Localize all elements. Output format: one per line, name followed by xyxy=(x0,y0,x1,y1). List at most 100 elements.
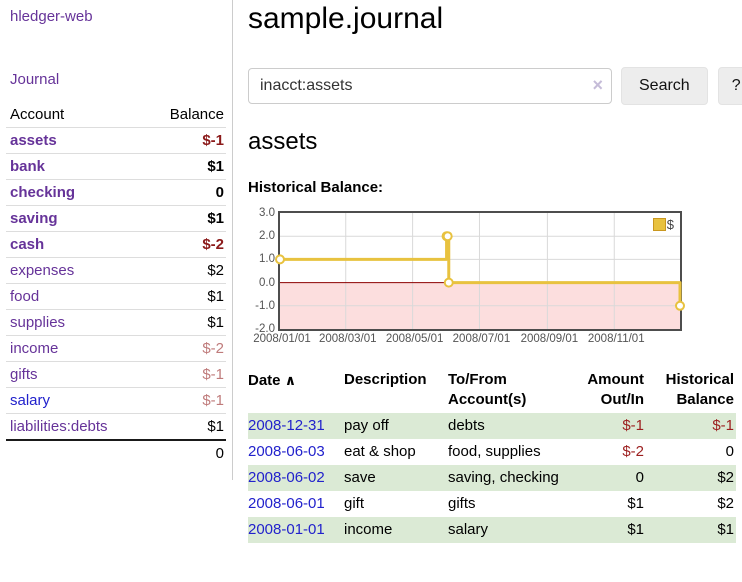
transaction-accounts: food, supplies xyxy=(448,443,541,460)
account-link-gifts[interactable]: gifts xyxy=(10,366,38,383)
balance-chart: 3.0 2.0 1.0 0.0 -1.0 -2.0 $ xyxy=(248,207,742,335)
account-link-expenses[interactable]: expenses xyxy=(10,262,75,279)
accounts-table: Account Balance assets $-1 bank $1 check… xyxy=(6,103,226,466)
account-row-checking: checking 0 xyxy=(6,179,226,206)
chart-title: Historical Balance: xyxy=(248,179,384,196)
clear-search-icon[interactable]: × xyxy=(592,75,603,95)
page: hledger-web Journal Account Balance asse… xyxy=(0,0,742,543)
transaction-date-link[interactable]: 2008-12-31 xyxy=(248,417,325,434)
account-balance: $1 xyxy=(145,309,226,336)
y-tick-label: 2.0 xyxy=(259,230,275,243)
transaction-accounts: debts xyxy=(448,417,485,434)
account-balance: $1 xyxy=(145,283,226,310)
transaction-amount: $-1 xyxy=(622,417,644,434)
accounts-header-account: Account xyxy=(10,106,65,123)
account-balance: $-2 xyxy=(145,231,226,258)
account-row-gifts: gifts $-1 xyxy=(6,361,226,388)
account-row-saving: saving $1 xyxy=(6,205,226,232)
transaction-amount: $-2 xyxy=(622,443,644,460)
account-row-cash: cash $-2 xyxy=(6,231,226,258)
sidebar: hledger-web Journal Account Balance asse… xyxy=(0,0,233,480)
register-header-tofrom: To/From Account(s) xyxy=(448,371,527,408)
transaction-balance: $-1 xyxy=(712,417,734,434)
register-header-amount: Amount Out/In xyxy=(587,371,644,408)
account-balance: $1 xyxy=(145,413,226,440)
accounts-header-balance: Balance xyxy=(169,106,224,123)
y-tick-label: 0.0 xyxy=(259,276,275,289)
page-title: sample.journal xyxy=(248,2,444,35)
transaction-balance: 0 xyxy=(725,443,734,460)
chart-y-axis: 3.0 2.0 1.0 0.0 -1.0 -2.0 xyxy=(248,207,278,335)
account-link-saving[interactable]: saving xyxy=(10,210,58,227)
account-row-liabilities-debts: liabilities:debts $1 xyxy=(6,413,226,440)
accounts-header-row: Account Balance xyxy=(6,103,226,128)
y-tick-label: 1.0 xyxy=(259,253,275,266)
account-link-supplies[interactable]: supplies xyxy=(10,314,66,331)
account-link-food[interactable]: food xyxy=(10,288,40,305)
transaction-date-link[interactable]: 2008-06-01 xyxy=(248,495,325,512)
account-balance: 0 xyxy=(145,179,226,206)
transaction-date-link[interactable]: 2008-01-01 xyxy=(248,521,325,538)
account-balance: $1 xyxy=(145,205,226,232)
transaction-balance: $1 xyxy=(717,521,734,538)
transaction-date-link[interactable]: 2008-06-02 xyxy=(248,469,325,486)
transaction-accounts: gifts xyxy=(448,495,476,512)
x-tick-label: 2008/01/01 xyxy=(253,333,311,345)
chart-x-axis: 2008/01/01 2008/03/01 2008/05/01 2008/07/01… xyxy=(253,333,684,349)
y-tick-label: 3.0 xyxy=(259,207,275,219)
accounts-total-value: 0 xyxy=(145,439,226,466)
search-button[interactable]: Search xyxy=(621,67,708,105)
account-heading: assets xyxy=(248,128,318,155)
account-row-income: income $-2 xyxy=(6,335,226,362)
account-row-food: food $1 xyxy=(6,283,226,310)
account-link-bank[interactable]: bank xyxy=(10,158,46,175)
account-balance: $-1 xyxy=(145,127,226,154)
register-header-row: Date ∧ Description To/From Account(s) Am… xyxy=(248,369,736,413)
x-tick-label: 2008/09/01 xyxy=(520,333,579,345)
transaction-accounts: salary xyxy=(448,521,489,538)
account-link-income[interactable]: income xyxy=(10,340,59,357)
account-balance: $-1 xyxy=(145,361,226,388)
help-button[interactable]: ? xyxy=(717,67,742,105)
account-balance: $1 xyxy=(145,153,226,180)
transaction-description: pay off xyxy=(344,417,389,434)
register-row: 2008-06-03 eat & shop food, supplies $-2… xyxy=(248,439,736,465)
register-row: 2008-01-01 income salary $1 $1 xyxy=(248,517,736,543)
sort-asc-icon: ∧ xyxy=(284,372,297,388)
accounts-total-row: 0 xyxy=(6,439,226,466)
register-row: 2008-12-31 pay off debts $-1 $-1 xyxy=(248,413,736,439)
brand-link[interactable]: hledger-web xyxy=(10,8,93,25)
searchbox: × xyxy=(248,68,612,104)
transaction-description: gift xyxy=(344,495,365,512)
account-row-supplies: supplies $1 xyxy=(6,309,226,336)
nav-journal-link[interactable]: Journal xyxy=(10,71,60,88)
register-row: 2008-06-02 save saving, checking 0 $2 xyxy=(248,465,736,491)
account-row-bank: bank $1 xyxy=(6,153,226,180)
account-row-salary: salary $-1 xyxy=(6,387,226,414)
x-tick-label: 2008/11/01 xyxy=(587,333,645,345)
chart-legend: $ xyxy=(651,217,675,232)
x-tick-label: 2008/05/01 xyxy=(385,333,444,345)
search-input[interactable] xyxy=(248,68,612,104)
account-row-expenses: expenses $2 xyxy=(6,257,226,284)
account-link-assets[interactable]: assets xyxy=(10,132,57,149)
account-balance: $-2 xyxy=(145,335,226,362)
y-tick-label: -1.0 xyxy=(255,299,275,312)
transaction-description: save xyxy=(344,469,376,486)
transaction-amount: $1 xyxy=(627,521,644,538)
transaction-date-link[interactable]: 2008-06-03 xyxy=(248,443,325,460)
transaction-description: eat & shop xyxy=(344,443,416,460)
account-balance: $2 xyxy=(145,257,226,284)
register-row: 2008-06-01 gift gifts $1 $2 xyxy=(248,491,736,517)
account-link-cash[interactable]: cash xyxy=(10,236,45,253)
chart-canvas xyxy=(275,213,685,329)
legend-swatch-icon xyxy=(652,218,666,231)
account-link-liabilities-debts[interactable]: liabilities:debts xyxy=(10,418,108,435)
register-header-description: Description xyxy=(344,371,427,388)
transaction-description: income xyxy=(344,521,393,538)
account-link-salary[interactable]: salary xyxy=(10,392,51,409)
register-header-date[interactable]: Date ∧ xyxy=(248,372,297,389)
account-row-assets: assets $-1 xyxy=(6,127,226,154)
x-tick-label: 2008/07/01 xyxy=(452,333,511,345)
account-link-checking[interactable]: checking xyxy=(10,184,76,201)
